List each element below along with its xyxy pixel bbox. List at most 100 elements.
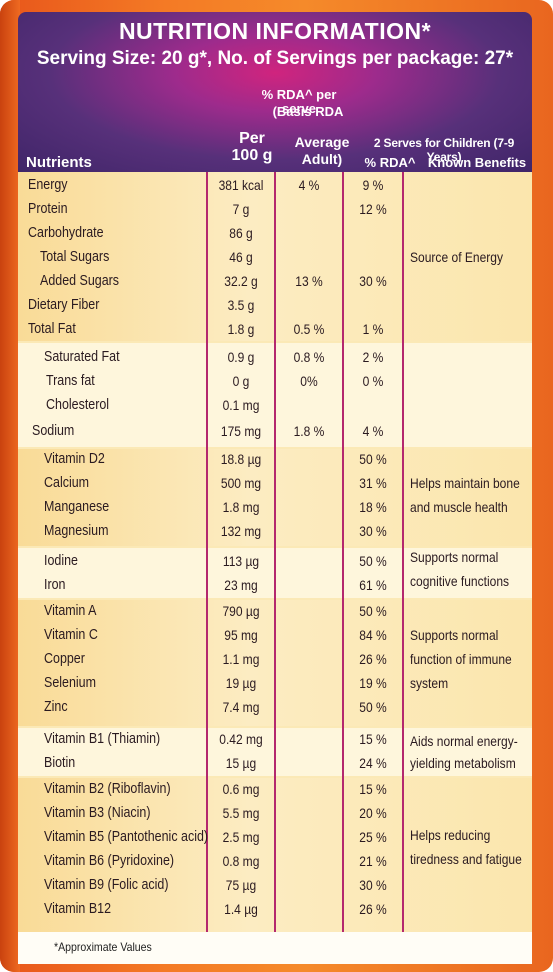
adult-rda-value [281, 876, 338, 894]
serving-info: Serving Size: 20 g*, No. of Servings per… [36, 48, 514, 69]
adult-rda-value [281, 900, 338, 918]
adult-rda-value [281, 674, 338, 692]
per-100g-value: 113 µg [222, 553, 260, 569]
nutrient-name: Vitamin B3 (Niacin) [44, 805, 151, 821]
per-100g-value: 132 mg [220, 523, 262, 539]
child-rda-value: 50 % [359, 699, 387, 715]
nutrient-name: Total Sugars [40, 249, 110, 265]
per-100g-value: 175 mg [220, 423, 262, 439]
nutrient-name: Sodium [32, 423, 75, 439]
nutrient-name: Vitamin A [44, 603, 97, 619]
adult-rda-value [281, 396, 338, 414]
nutrient-name: Vitamin B2 (Riboflavin) [44, 781, 171, 797]
per-100g-value: 381 kcal [218, 177, 264, 193]
adult-rda-value [281, 650, 338, 668]
nutrient-name: Added Sugars [40, 273, 120, 289]
column-divider [274, 172, 276, 932]
basis-rda-heading: (Basis RDA [272, 104, 344, 119]
panel-title: NUTRITION INFORMATION* [118, 18, 432, 44]
package-edge [0, 0, 20, 972]
child-rda-value: 26 % [359, 901, 387, 917]
adult-rda-value [281, 576, 338, 594]
child-rda-value: 84 % [359, 627, 387, 643]
adult-rda-value [281, 730, 338, 748]
adult-rda-value [281, 450, 338, 468]
nutrient-name: Trans fat [46, 373, 95, 389]
per-100g-value: 1.8 g [227, 321, 255, 337]
child-rda-value: 24 % [359, 755, 387, 771]
column-divider [342, 172, 344, 932]
nutrient-name: Magnesium [44, 523, 109, 539]
per-100g-value: 790 µg [222, 603, 260, 619]
adult-rda-value [281, 626, 338, 644]
nutrient-name: Energy [28, 177, 68, 193]
nutrient-name: Copper [44, 651, 85, 667]
nutrient-name: Saturated Fat [44, 349, 120, 365]
nutrient-name: Vitamin B9 (Folic acid) [44, 877, 169, 893]
per-100g-value: 86 g [229, 225, 253, 241]
nutrient-name: Iodine [44, 553, 78, 569]
benefit-text: system [410, 675, 449, 691]
child-rda-value: 15 % [359, 781, 387, 797]
adult-rda-value [281, 522, 338, 540]
nutrients-heading: Nutrients [26, 154, 92, 171]
child-rda-value: 0 % [362, 373, 384, 389]
per-100g-value: 0 g [232, 373, 250, 389]
average-adult-heading: Average Adult) [286, 134, 358, 168]
benefit-text: Source of Energy [410, 249, 504, 265]
adult-rda-value [281, 754, 338, 772]
child-rda-value: 21 % [359, 853, 387, 869]
known-benefits-heading: Known Benefits [427, 155, 527, 170]
per-100g-value: 1.4 µg [224, 901, 258, 917]
child-rda-value: 50 % [359, 603, 387, 619]
per-100g-value: 95 mg [224, 627, 258, 643]
adult-rda-value: 4 % [298, 177, 320, 193]
child-rda-value: 30 % [359, 523, 387, 539]
per-100g-value: 0.9 g [227, 349, 255, 365]
column-divider [402, 172, 404, 932]
adult-rda-value [281, 498, 338, 516]
rda-per-serve-heading: % RDA^ per serve [261, 87, 337, 116]
per-100g-value: 2.5 mg [222, 829, 260, 845]
child-rda-value: 25 % [359, 829, 387, 845]
benefit-text: Aids normal energy- [410, 733, 518, 749]
per-100g-value: 3.5 g [227, 297, 255, 313]
benefit-text: Supports normal [410, 627, 499, 643]
child-rda-value: 50 % [359, 451, 387, 467]
nutrient-name: Total Fat [28, 321, 76, 337]
adult-rda-value [281, 552, 338, 570]
nutrient-name: Carbohydrate [28, 225, 104, 241]
per-100g-value: 1.1 mg [222, 651, 260, 667]
nutrition-table: Energy 381 kcal 4 % 9 % Protein 7 g 12 % Carboh… [18, 172, 532, 932]
benefit-text: Helps reducing [410, 827, 491, 843]
child-rda-value: 26 % [359, 651, 387, 667]
per-100g-value: 32.2 g [224, 273, 258, 289]
child-rda-value: 15 % [359, 731, 387, 747]
child-rda-value: 30 % [359, 273, 387, 289]
nutrient-name: Vitamin B1 (Thiamin) [44, 731, 161, 747]
adult-rda-value [281, 852, 338, 870]
per-100g-value: 0.1 mg [222, 397, 260, 413]
table-header: NUTRITION INFORMATION* Serving Size: 20 … [18, 12, 532, 172]
adult-rda-value: 0.8 % [293, 349, 325, 365]
adult-rda-value: 13 % [295, 273, 323, 289]
adult-rda-value [281, 296, 338, 314]
benefit-text: Supports normal [410, 549, 499, 565]
nutrient-name: Selenium [44, 675, 96, 691]
per-100g-heading: Per 100 g [220, 130, 284, 164]
per-100g-value: 18.8 µg [220, 451, 262, 467]
per-100g-value: 0.6 mg [222, 781, 260, 797]
child-rda-value [348, 248, 398, 266]
benefit-text: function of immune [410, 651, 512, 667]
nutrient-name: Dietary Fiber [28, 297, 100, 313]
adult-rda-value [281, 828, 338, 846]
nutrient-name: Iron [44, 577, 66, 593]
rda-percent-heading: % RDA^ [364, 155, 416, 170]
nutrient-name: Protein [28, 201, 68, 217]
per-100g-value: 15 µg [225, 755, 257, 771]
footnote: *Approximate Values [54, 940, 152, 954]
average-line1: Average [294, 134, 350, 150]
average-line2: Adult) [301, 151, 343, 167]
adult-rda-value [281, 224, 338, 242]
column-divider [206, 172, 208, 932]
